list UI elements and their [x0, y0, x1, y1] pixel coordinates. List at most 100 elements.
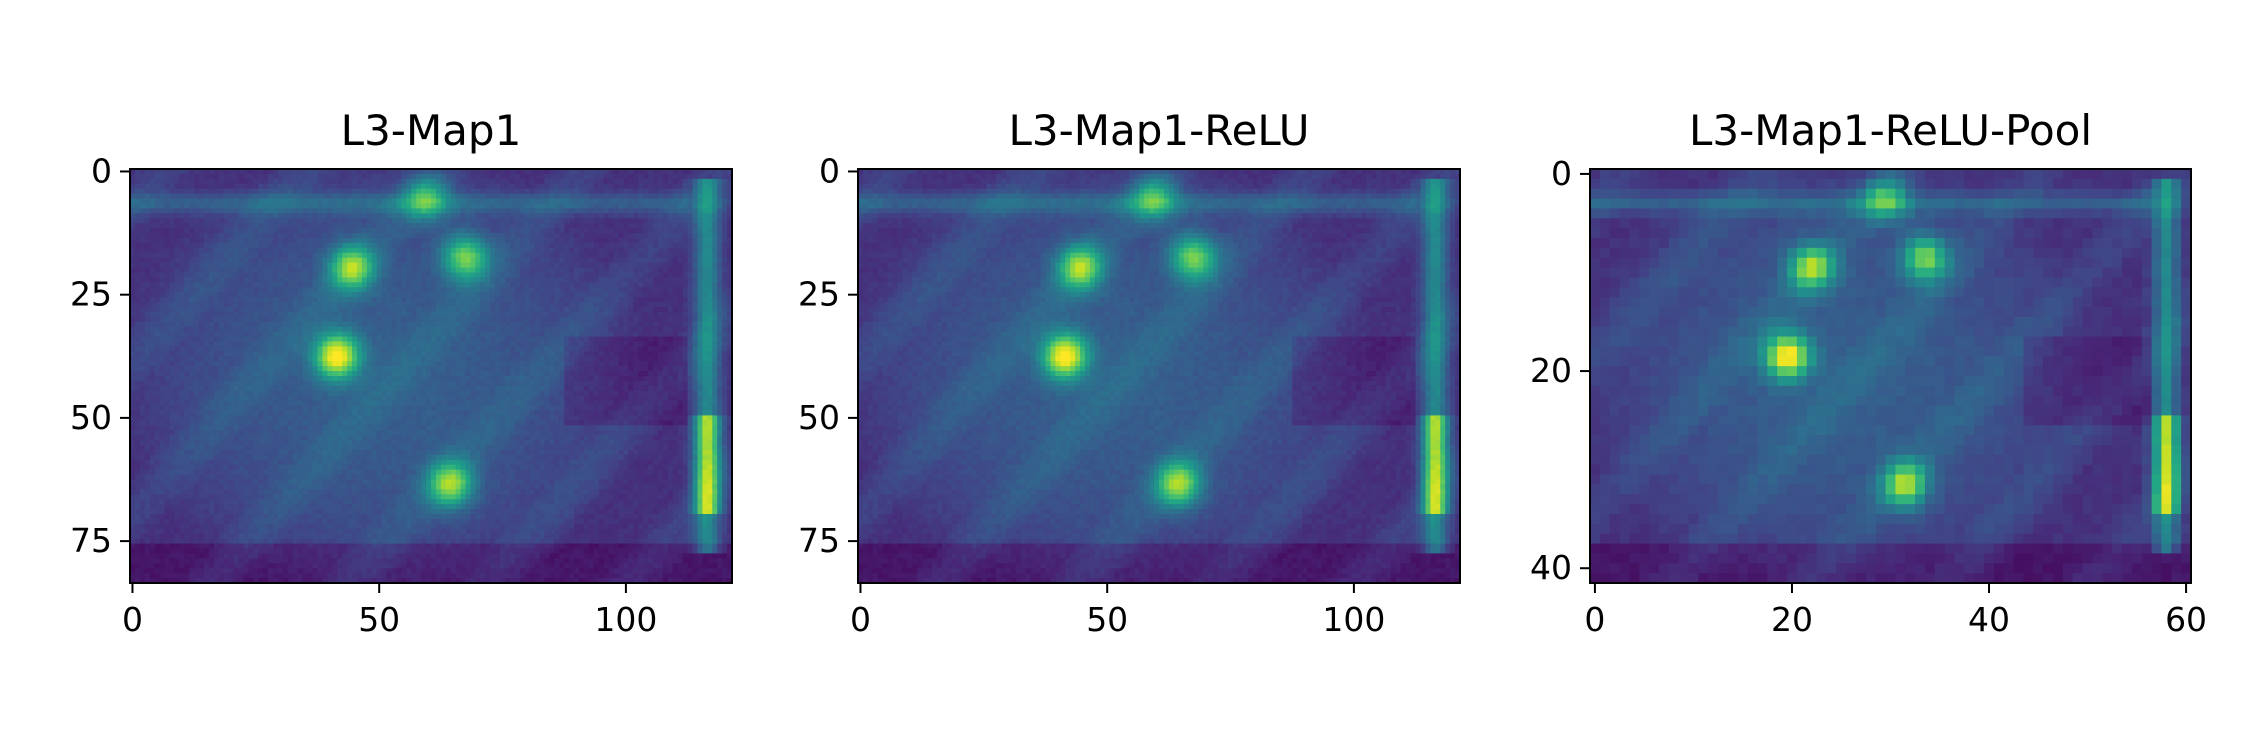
- heatmap-cell: [657, 178, 664, 185]
- heatmap-cell: [598, 351, 605, 357]
- heatmap-cell: [697, 238, 703, 244]
- heatmap-cell: [174, 302, 180, 308]
- heatmap-cell: [662, 297, 669, 303]
- heatmap-cell: [485, 361, 491, 367]
- heatmap-cell: [598, 326, 605, 333]
- heatmap-cell: [204, 262, 210, 269]
- heatmap-cell: [297, 242, 304, 249]
- heatmap-cell: [396, 336, 402, 343]
- heatmap-cell: [618, 233, 625, 239]
- heatmap-cell: [139, 247, 146, 254]
- heatmap-cell: [179, 203, 185, 210]
- heatmap-cell: [381, 242, 388, 249]
- heatmap-cell: [682, 218, 689, 224]
- heatmap-cell: [431, 193, 437, 200]
- heatmap-cell: [426, 341, 432, 348]
- heatmap-cell: [727, 257, 733, 264]
- heatmap-cell: [682, 366, 689, 372]
- heatmap-cell: [485, 311, 491, 318]
- heatmap-cell: [648, 287, 654, 293]
- heatmap-cell: [416, 361, 422, 367]
- heatmap-cell: [396, 208, 402, 214]
- heatmap-cell: [366, 307, 373, 313]
- heatmap-cell: [347, 331, 353, 338]
- heatmap-cell: [727, 277, 733, 283]
- heatmap-cell: [465, 321, 472, 328]
- heatmap-cell: [391, 326, 398, 333]
- heatmap-cell: [218, 238, 225, 244]
- heatmap-cell: [396, 272, 402, 279]
- heatmap-cell: [643, 361, 649, 367]
- heatmap-cell: [583, 223, 590, 229]
- heatmap-cell: [169, 321, 176, 328]
- heatmap-cell: [490, 302, 496, 308]
- heatmap-cell: [218, 173, 225, 180]
- heatmap-cell: [509, 213, 516, 219]
- heatmap-cell: [707, 203, 713, 210]
- heatmap-cell: [327, 173, 333, 180]
- heatmap-cell: [184, 267, 190, 274]
- heatmap-cell: [490, 183, 496, 190]
- heatmap-cell: [248, 228, 254, 234]
- heatmap-cell: [253, 302, 259, 308]
- heatmap-cell: [623, 302, 629, 308]
- heatmap-cell: [347, 272, 353, 279]
- heatmap-cell: [213, 316, 220, 323]
- heatmap-cell: [470, 262, 477, 269]
- heatmap-cell: [687, 341, 694, 348]
- heatmap-cell: [593, 242, 600, 249]
- heatmap-cell: [332, 297, 338, 303]
- heatmap-cell: [534, 307, 541, 313]
- heatmap-cell: [470, 341, 477, 348]
- heatmap-cell: [569, 287, 575, 293]
- heatmap-cell: [342, 331, 348, 338]
- heatmap-cell: [603, 183, 610, 190]
- heatmap-cell: [588, 321, 595, 328]
- heatmap-cell: [337, 262, 343, 269]
- heatmap-cell: [174, 233, 180, 239]
- heatmap-cell: [282, 223, 289, 229]
- heatmap-cell: [352, 242, 358, 249]
- heatmap-cell: [608, 356, 615, 362]
- heatmap-cell: [278, 297, 284, 303]
- heatmap-cell: [519, 228, 526, 234]
- heatmap-cell: [297, 297, 304, 303]
- heatmap-cell: [574, 316, 580, 323]
- heatmap-cell: [208, 247, 215, 254]
- heatmap-cell: [327, 341, 333, 348]
- heatmap-cell: [667, 356, 674, 362]
- heatmap-cell: [134, 242, 141, 249]
- heatmap-cell: [623, 208, 629, 214]
- heatmap-cell: [638, 198, 644, 205]
- heatmap-cell: [169, 203, 176, 210]
- heatmap-cell: [653, 326, 659, 333]
- heatmap-cell: [485, 277, 491, 283]
- heatmap-cell: [248, 287, 254, 293]
- heatmap-cell: [569, 228, 575, 234]
- heatmap-cell: [332, 351, 338, 357]
- heatmap-cell: [583, 346, 590, 352]
- heatmap-cell: [194, 178, 200, 185]
- heatmap-cell: [248, 346, 254, 352]
- heatmap-cell: [297, 238, 304, 244]
- heatmap-cell: [312, 316, 319, 323]
- heatmap-cell: [223, 193, 230, 200]
- heatmap-cell: [485, 178, 491, 185]
- heatmap-cell: [204, 223, 210, 229]
- heatmap-cell: [608, 282, 615, 288]
- heatmap-cell: [134, 366, 141, 372]
- heatmap-cell: [579, 272, 585, 279]
- heatmap-cell: [199, 223, 205, 229]
- heatmap-cell: [356, 233, 363, 239]
- heatmap-cell: [332, 173, 338, 180]
- heatmap-cell: [332, 341, 338, 348]
- heatmap-cell: [623, 361, 629, 367]
- heatmap-cell: [697, 361, 703, 367]
- heatmap-cell: [692, 321, 699, 328]
- heatmap-cell: [445, 336, 452, 343]
- heatmap-cell: [179, 188, 185, 195]
- heatmap-cell: [258, 233, 264, 239]
- heatmap-cell: [376, 361, 383, 367]
- heatmap-cell: [455, 233, 462, 239]
- heatmap-cell: [164, 361, 171, 367]
